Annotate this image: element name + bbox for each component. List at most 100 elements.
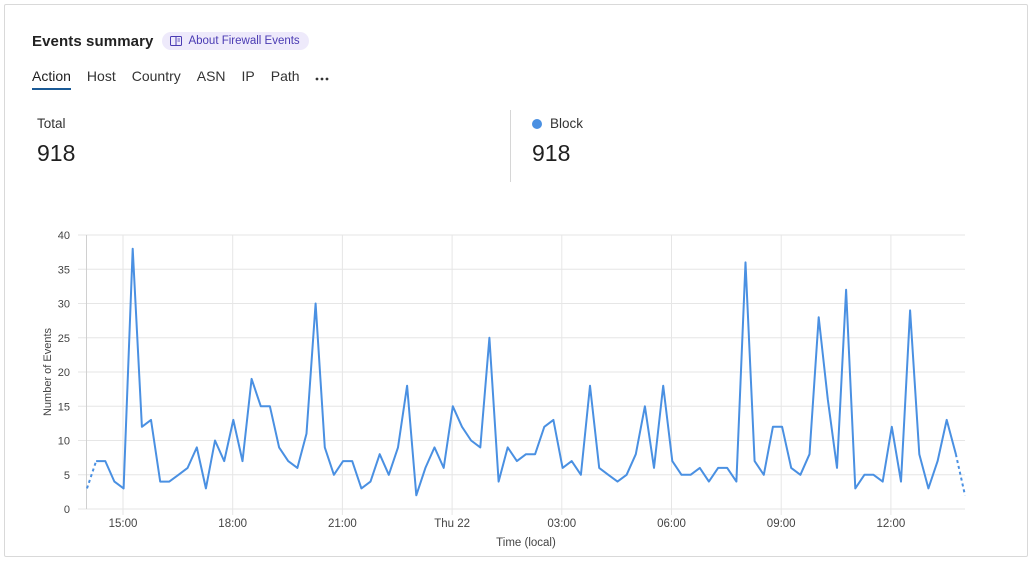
data-point[interactable]: [102, 458, 108, 464]
data-point[interactable]: [752, 458, 758, 464]
data-point[interactable]: [733, 479, 739, 485]
data-point[interactable]: [560, 465, 566, 471]
tab-path[interactable]: Path: [270, 68, 300, 84]
data-point[interactable]: [395, 444, 401, 450]
data-point[interactable]: [706, 479, 712, 485]
data-point[interactable]: [624, 472, 630, 478]
data-point[interactable]: [916, 451, 922, 457]
data-point[interactable]: [660, 383, 666, 389]
tab-host[interactable]: Host: [86, 68, 116, 84]
data-point[interactable]: [294, 465, 300, 471]
data-point[interactable]: [377, 451, 383, 457]
data-point[interactable]: [605, 472, 611, 478]
data-point[interactable]: [93, 458, 99, 464]
data-point[interactable]: [121, 485, 127, 491]
data-point[interactable]: [477, 444, 483, 450]
data-point[interactable]: [212, 438, 218, 444]
data-point[interactable]: [843, 287, 849, 293]
data-point[interactable]: [514, 458, 520, 464]
data-point[interactable]: [230, 417, 236, 423]
data-point[interactable]: [825, 396, 831, 402]
data-point[interactable]: [944, 417, 950, 423]
ellipsis-icon[interactable]: [314, 66, 330, 86]
data-point[interactable]: [349, 458, 355, 464]
data-point[interactable]: [203, 485, 209, 491]
data-point[interactable]: [331, 472, 337, 478]
data-point[interactable]: [596, 465, 602, 471]
data-point[interactable]: [889, 424, 895, 430]
data-point[interactable]: [194, 444, 200, 450]
data-point[interactable]: [148, 417, 154, 423]
data-point[interactable]: [249, 376, 255, 382]
data-point[interactable]: [313, 301, 319, 307]
data-point[interactable]: [816, 314, 822, 320]
data-point[interactable]: [267, 403, 273, 409]
data-point[interactable]: [633, 451, 639, 457]
data-point[interactable]: [797, 472, 803, 478]
data-point[interactable]: [688, 472, 694, 478]
data-point[interactable]: [505, 444, 511, 450]
tab-action[interactable]: Action: [32, 68, 71, 90]
data-point[interactable]: [861, 472, 867, 478]
tab-ip[interactable]: IP: [241, 68, 255, 84]
data-point[interactable]: [770, 424, 776, 430]
data-point[interactable]: [962, 492, 968, 498]
data-point[interactable]: [761, 472, 767, 478]
data-point[interactable]: [953, 451, 959, 457]
data-point[interactable]: [715, 465, 721, 471]
data-point[interactable]: [258, 403, 264, 409]
tab-asn[interactable]: ASN: [196, 68, 226, 84]
data-point[interactable]: [404, 383, 410, 389]
data-point[interactable]: [441, 465, 447, 471]
data-point[interactable]: [532, 451, 538, 457]
data-point[interactable]: [523, 451, 529, 457]
data-point[interactable]: [743, 259, 749, 265]
data-point[interactable]: [907, 307, 913, 313]
data-point[interactable]: [834, 465, 840, 471]
data-point[interactable]: [166, 479, 172, 485]
data-point[interactable]: [285, 458, 291, 464]
about-firewall-events-link[interactable]: About Firewall Events: [162, 32, 309, 50]
data-point[interactable]: [541, 424, 547, 430]
data-point[interactable]: [578, 472, 584, 478]
data-point[interactable]: [185, 465, 191, 471]
data-point[interactable]: [779, 424, 785, 430]
data-point[interactable]: [569, 458, 575, 464]
data-point[interactable]: [642, 403, 648, 409]
data-point[interactable]: [496, 479, 502, 485]
data-point[interactable]: [935, 458, 941, 464]
data-point[interactable]: [852, 485, 858, 491]
data-point[interactable]: [450, 403, 456, 409]
data-point[interactable]: [614, 479, 620, 485]
data-point[interactable]: [304, 431, 310, 437]
data-point[interactable]: [925, 485, 931, 491]
data-point[interactable]: [788, 465, 794, 471]
data-point[interactable]: [697, 465, 703, 471]
data-point[interactable]: [413, 492, 419, 498]
data-point[interactable]: [486, 335, 492, 341]
data-point[interactable]: [175, 472, 181, 478]
data-point[interactable]: [368, 479, 374, 485]
data-point[interactable]: [880, 479, 886, 485]
data-point[interactable]: [669, 458, 675, 464]
data-point[interactable]: [871, 472, 877, 478]
data-point[interactable]: [239, 458, 245, 464]
data-point[interactable]: [587, 383, 593, 389]
data-point[interactable]: [221, 458, 227, 464]
tab-country[interactable]: Country: [131, 68, 181, 84]
data-point[interactable]: [898, 479, 904, 485]
data-point[interactable]: [358, 485, 364, 491]
data-point[interactable]: [550, 417, 556, 423]
data-point[interactable]: [724, 465, 730, 471]
data-point[interactable]: [678, 472, 684, 478]
data-point[interactable]: [807, 451, 813, 457]
data-point[interactable]: [468, 438, 474, 444]
data-point[interactable]: [459, 424, 465, 430]
data-point[interactable]: [139, 424, 145, 430]
data-point[interactable]: [111, 479, 117, 485]
data-point[interactable]: [386, 472, 392, 478]
data-point[interactable]: [340, 458, 346, 464]
data-point[interactable]: [322, 444, 328, 450]
data-point[interactable]: [422, 465, 428, 471]
data-point[interactable]: [432, 444, 438, 450]
